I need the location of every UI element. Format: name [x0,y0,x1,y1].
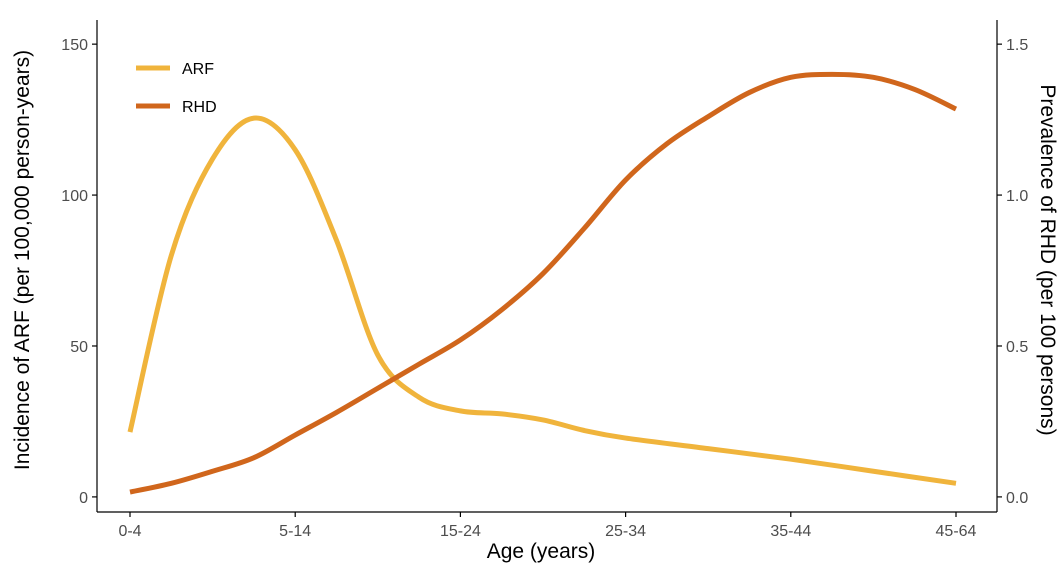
legend: ARF RHD [136,61,217,116]
y-right-tick-label: 0.0 [1006,490,1028,507]
legend-label-arf: ARF [182,61,214,78]
axes [96,20,998,513]
series-line-arf [127,115,957,486]
y-right-tick-label: 1.0 [1006,188,1028,205]
ticks: 0-4 5-14 15-24 25-34 35-44 45-64 0 50 100 150 0.0 0… [61,37,1028,540]
x-tick-label: 15-24 [440,523,481,540]
y-right-tick-label: 1.5 [1006,37,1028,54]
x-tick-label: 25-34 [605,523,646,540]
x-tick-label: 0-4 [118,523,141,540]
x-tick-label: 35-44 [770,523,811,540]
y-left-tick-label: 100 [61,188,88,205]
y-right-tick-label: 0.5 [1006,339,1028,356]
x-tick-label: 5-14 [279,523,311,540]
y-left-tick-label: 150 [61,37,88,54]
y-axis-right-title: Prevalence of RHD (per 100 persons) [1036,84,1059,435]
x-tick-label: 45-64 [936,523,977,540]
y-left-tick-label: 50 [70,339,88,356]
series-layer [127,71,958,495]
x-axis-title: Age (years) [487,540,596,563]
series-line-rhd [129,71,958,495]
legend-label-rhd: RHD [182,99,217,116]
y-left-tick-label: 0 [79,490,88,507]
y-axis-left-title: Incidence of ARF (per 100,000 person-yea… [11,50,34,470]
